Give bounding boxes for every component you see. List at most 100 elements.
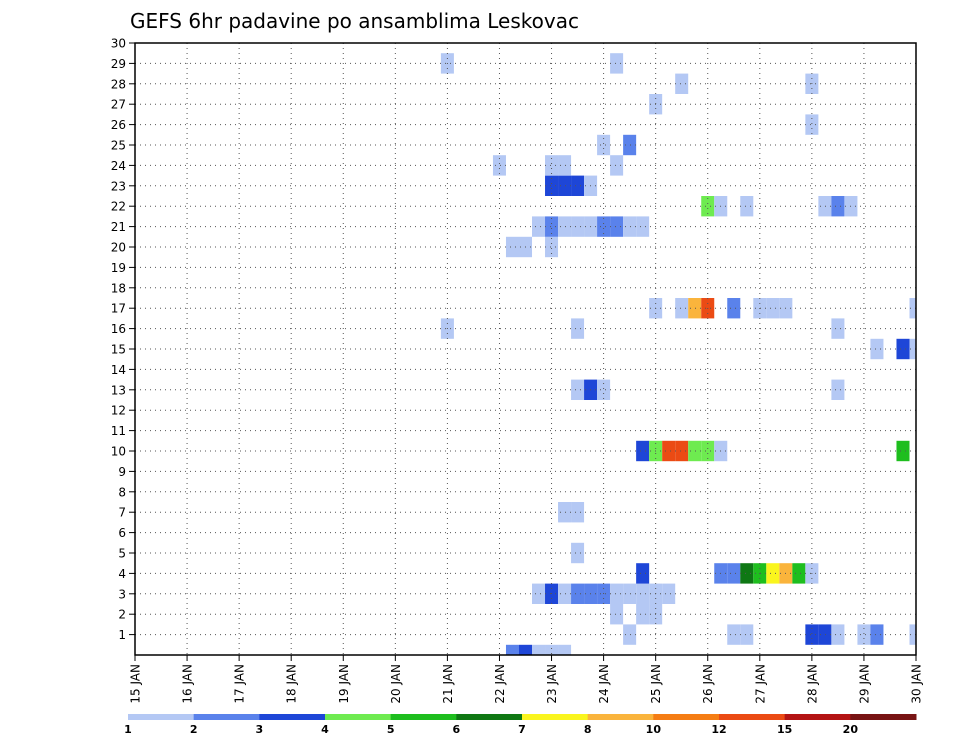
cell-member-20	[505, 236, 519, 258]
y-tick-label: 5	[118, 547, 126, 561]
colorbar-label: 10	[646, 723, 662, 736]
colorbar-label: 2	[190, 723, 198, 736]
cell-member-21	[597, 216, 611, 237]
cell-member-24	[610, 155, 624, 176]
cell-member-17	[909, 298, 916, 319]
colorbar-swatch	[850, 714, 917, 720]
cell-member-1	[727, 624, 741, 645]
cell-member-7	[558, 502, 572, 523]
cell-member-0	[545, 644, 559, 655]
x-tick-label: 17 JAN	[233, 664, 247, 704]
cell-member-0	[532, 644, 546, 655]
cell-member-10	[896, 440, 910, 462]
y-axis: 1234567891011121314151617181920212223242…	[111, 37, 135, 642]
cell-member-4	[636, 563, 650, 584]
colorbar-label: 3	[256, 723, 264, 736]
cell-member-25	[597, 134, 611, 156]
colorbar-swatch	[784, 714, 851, 720]
cell-member-1	[805, 624, 819, 645]
colorbar-swatch	[653, 714, 720, 720]
colorbar-label: 15	[777, 723, 792, 736]
cell-member-17	[766, 298, 780, 319]
x-tick-label: 29 JAN	[857, 664, 871, 704]
grid-lines	[135, 43, 916, 655]
x-tick-label: 26 JAN	[701, 664, 715, 704]
cell-member-21	[623, 216, 637, 237]
colorbar-swatch	[193, 714, 260, 720]
y-tick-label: 4	[118, 567, 126, 581]
cell-member-28	[675, 73, 689, 94]
x-tick-label: 22 JAN	[493, 664, 507, 704]
y-tick-label: 3	[118, 587, 126, 601]
cell-member-24	[558, 155, 572, 176]
y-tick-label: 2	[118, 608, 126, 622]
y-tick-label: 29	[111, 57, 126, 71]
cell-member-5	[571, 542, 585, 564]
x-tick-label: 16 JAN	[181, 664, 195, 704]
y-tick-label: 25	[111, 139, 126, 153]
data-cells	[440, 53, 916, 655]
cell-member-22	[701, 196, 715, 217]
x-tick-label: 20 JAN	[389, 664, 403, 704]
x-tick-label: 18 JAN	[285, 664, 299, 704]
x-axis: 15 JAN 16 JAN 17 JAN 18 JAN 19 JAN 20 JAN 21 J…	[129, 655, 924, 704]
colorbar-swatch	[325, 714, 392, 720]
cell-member-4	[740, 563, 754, 584]
cell-member-1	[857, 624, 871, 645]
y-tick-label: 15	[111, 343, 126, 357]
cell-member-23	[558, 175, 572, 196]
cell-member-1	[818, 624, 832, 645]
cell-member-0	[505, 644, 519, 655]
y-tick-label: 12	[111, 404, 126, 418]
cell-member-4	[727, 563, 741, 584]
y-tick-label: 8	[118, 485, 126, 499]
cell-member-7	[571, 502, 585, 523]
colorbar-swatch	[128, 714, 195, 720]
cell-member-16	[571, 318, 585, 339]
cell-member-3	[558, 583, 572, 604]
x-tick-label: 23 JAN	[545, 664, 559, 704]
cell-member-3	[532, 583, 546, 604]
y-tick-label: 6	[118, 526, 126, 540]
colorbar-swatch	[456, 714, 523, 720]
y-tick-label: 21	[111, 220, 126, 234]
x-tick-label: 27 JAN	[753, 664, 767, 704]
cell-member-1	[740, 624, 754, 645]
cell-member-10	[636, 440, 650, 462]
cell-member-22	[818, 196, 832, 217]
colorbar-swatch	[522, 714, 589, 720]
cell-member-21	[558, 216, 572, 237]
y-tick-label: 1	[118, 628, 126, 642]
cell-member-3	[636, 583, 650, 604]
colorbar-label: 1	[124, 723, 132, 736]
colorbar-swatch	[719, 714, 786, 720]
y-tick-label: 26	[111, 118, 126, 132]
cell-member-17	[675, 298, 689, 319]
y-tick-label: 30	[111, 37, 126, 51]
y-tick-label: 14	[111, 363, 126, 377]
cell-member-25	[623, 134, 637, 156]
y-tick-label: 10	[111, 445, 126, 459]
colorbar: 1 2 3 4 5 6 7 8 10 12 15 20	[124, 714, 917, 736]
y-tick-label: 17	[111, 302, 126, 316]
cell-member-0	[518, 644, 533, 655]
y-tick-label: 11	[111, 424, 126, 438]
cell-member-24	[545, 155, 559, 176]
cell-member-1	[909, 624, 916, 645]
cell-member-20	[545, 236, 559, 258]
y-tick-label: 16	[111, 322, 126, 336]
x-tick-label: 15 JAN	[129, 664, 143, 704]
x-tick-label: 21 JAN	[441, 664, 455, 704]
cell-member-3	[623, 583, 637, 604]
y-tick-label: 19	[111, 261, 126, 275]
colorbar-label: 12	[711, 723, 726, 736]
colorbar-label: 20	[843, 723, 859, 736]
cell-member-3	[662, 583, 676, 604]
cell-member-22	[831, 196, 845, 217]
cell-member-10	[688, 440, 702, 462]
y-tick-label: 7	[118, 506, 126, 520]
cell-member-13	[597, 379, 611, 400]
cell-member-21	[636, 216, 650, 237]
cell-member-15	[896, 338, 910, 360]
